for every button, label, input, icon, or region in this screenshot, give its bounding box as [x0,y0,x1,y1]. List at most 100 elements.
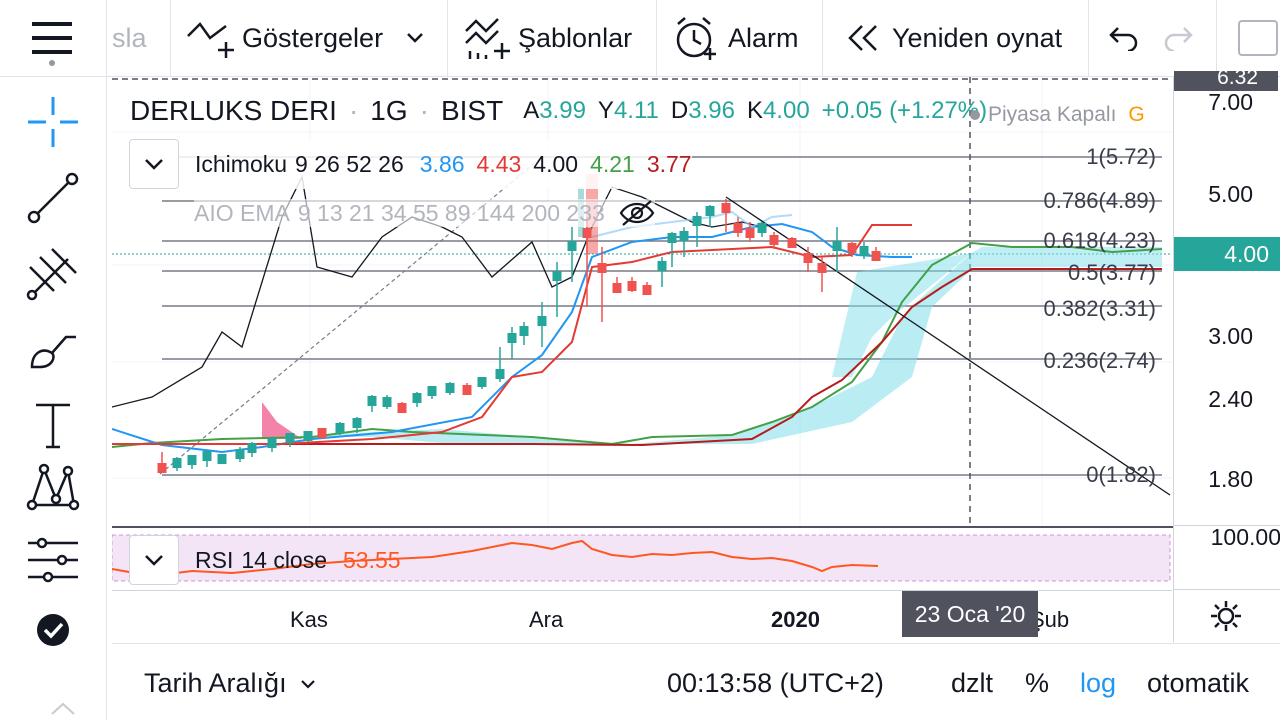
rsi-pane[interactable]: RSI 14 close 53.55 [112,529,1172,589]
rsi-chart-svg [112,534,1171,582]
chevron-down-icon [407,33,423,43]
clock-timezone[interactable]: 00:13:58 (UTC+2) [667,668,884,698]
candle-body [495,369,505,379]
chevron-up-icon[interactable] [50,702,75,720]
ichimoku-lagging-line [112,174,763,408]
main-chart[interactable]: DERLUKS DERI · 1G · BIST A 3.99 Y 4.11 D 3.… [112,77,1172,527]
bottom-toolbar: Tarih Aralığı 00:13:58 (UTC+2) dzlt % lo… [112,643,1280,721]
high-value: 4.11 [613,97,659,124]
date-range-button[interactable]: Tarih Aralığı [144,668,317,699]
rsi-params: 14 close [241,546,328,573]
collapse-legend-button[interactable] [129,139,179,189]
candle-body [367,396,377,406]
candle-body [445,383,455,393]
candle-body [187,455,197,465]
crosshair-price-label: 6.32 [1174,71,1278,91]
ichimoku-lagging: 4.00 [533,150,579,177]
settings-gear-icon[interactable] [1209,599,1243,638]
price-chart-svg[interactable] [112,77,1172,527]
undo-button[interactable] [1108,0,1138,76]
price-tick: 5.00 [1208,181,1253,207]
divider [170,0,171,76]
time-tick: Ara [529,607,564,632]
alarm-button[interactable]: Alarm [674,0,799,76]
candle-body [247,443,257,453]
indicators-label: Göstergeler [242,22,384,53]
divider [106,0,107,76]
pitchfork-icon[interactable] [26,247,80,301]
text-tool-icon[interactable] [26,399,80,453]
symbol-name[interactable]: DERLUKS DERI [130,95,337,126]
ichimoku-name[interactable]: Ichimoku [195,150,288,177]
fib-level-05: 0.5(3.77) [1067,260,1156,285]
trend-line-icon[interactable] [26,171,80,225]
price-tick: 3.00 [1208,323,1253,349]
templates-button[interactable]: Şablonlar [464,0,632,76]
open-value: 3.99 [539,97,586,124]
indicators-icon [187,22,234,58]
symbol-legend: DERLUKS DERI · 1G · BIST A 3.99 Y 4.11 D 3.… [130,95,988,126]
rsi-name[interactable]: RSI [195,546,234,573]
candle-body [335,423,345,433]
price-tick: 1.80 [1208,466,1253,492]
candle-body [427,386,437,396]
fib-level-0382: 0.382(3.31) [1043,296,1156,321]
chevron-down-icon [145,159,163,170]
candle-body [217,454,227,464]
fib-level-0786: 0.786(4.89) [1043,188,1156,213]
candle-body [721,203,731,213]
chevron-down-icon [145,555,163,566]
brush-icon[interactable] [26,323,80,377]
current-price-label: 4.00 [1174,237,1280,271]
market-status-text: Piyasa Kapalı [988,103,1117,126]
candle-body [507,333,517,343]
rsi-tick: 100.00 [1210,524,1280,550]
extended-hours-toggle[interactable]: dzlt [951,668,994,698]
replay-button[interactable]: Yeniden oynat [846,0,1062,76]
chevron-down-icon [300,679,315,689]
alarm-clock-icon [676,17,716,60]
fib-level-1: 1(5.72) [1086,144,1156,169]
menu-icon[interactable] [30,0,74,76]
time-scale[interactable]: Kas Ara 2020 Şub 23 Oca '20 [112,590,1172,643]
ichimoku-lead-b: 3.77 [646,150,692,177]
candle-body [757,223,767,233]
candle-body [769,235,779,245]
replay-label: Yeniden oynat [892,22,1063,53]
fib-level-0: 0(1.82) [1086,462,1156,487]
candle-body [705,206,715,216]
divider [1174,525,1280,526]
measure-icon[interactable] [26,533,80,587]
candle-body [817,263,827,273]
candle-body [567,241,577,251]
ema-name[interactable]: AIO EMA [194,199,290,226]
crosshair-time-label: 23 Oca '20 [902,591,1038,637]
indicators-button[interactable]: Göstergeler [186,0,425,76]
close-value: 4.00 [762,97,810,124]
crosshair-icon[interactable] [26,95,80,149]
divider [1216,0,1217,76]
price-scale[interactable]: 6.32 7.00 5.00 3.00 2.40 1.80 4.00 100.0… [1173,71,1280,642]
auto-scale-toggle[interactable]: otomatik [1147,668,1250,698]
checkmark-icon[interactable] [26,603,80,657]
log-scale-toggle[interactable]: log [1080,668,1117,698]
candle-body [847,243,857,253]
hidden-eye-icon[interactable] [619,199,655,227]
fullscreen-icon[interactable] [1238,20,1278,56]
candle-body [733,223,743,233]
pane-divider[interactable] [112,526,1280,528]
time-tick: Kas [290,607,328,632]
candle-body [552,271,562,281]
percent-scale-toggle[interactable]: % [1025,668,1050,698]
collapse-rsi-button[interactable] [129,535,179,585]
pattern-icon[interactable] [26,461,80,515]
candle-body [235,449,245,459]
price-tick: 2.40 [1208,386,1253,412]
market-status: Piyasa Kapalı G [970,103,1145,127]
divider [656,0,657,76]
status-dot [970,110,980,120]
symbol-search-partial[interactable]: sla [112,0,147,76]
ichimoku-cloud-bearish [262,402,302,439]
redo-button[interactable] [1164,0,1194,76]
fib-level-0618: 0.618(4.23) [1043,228,1156,253]
